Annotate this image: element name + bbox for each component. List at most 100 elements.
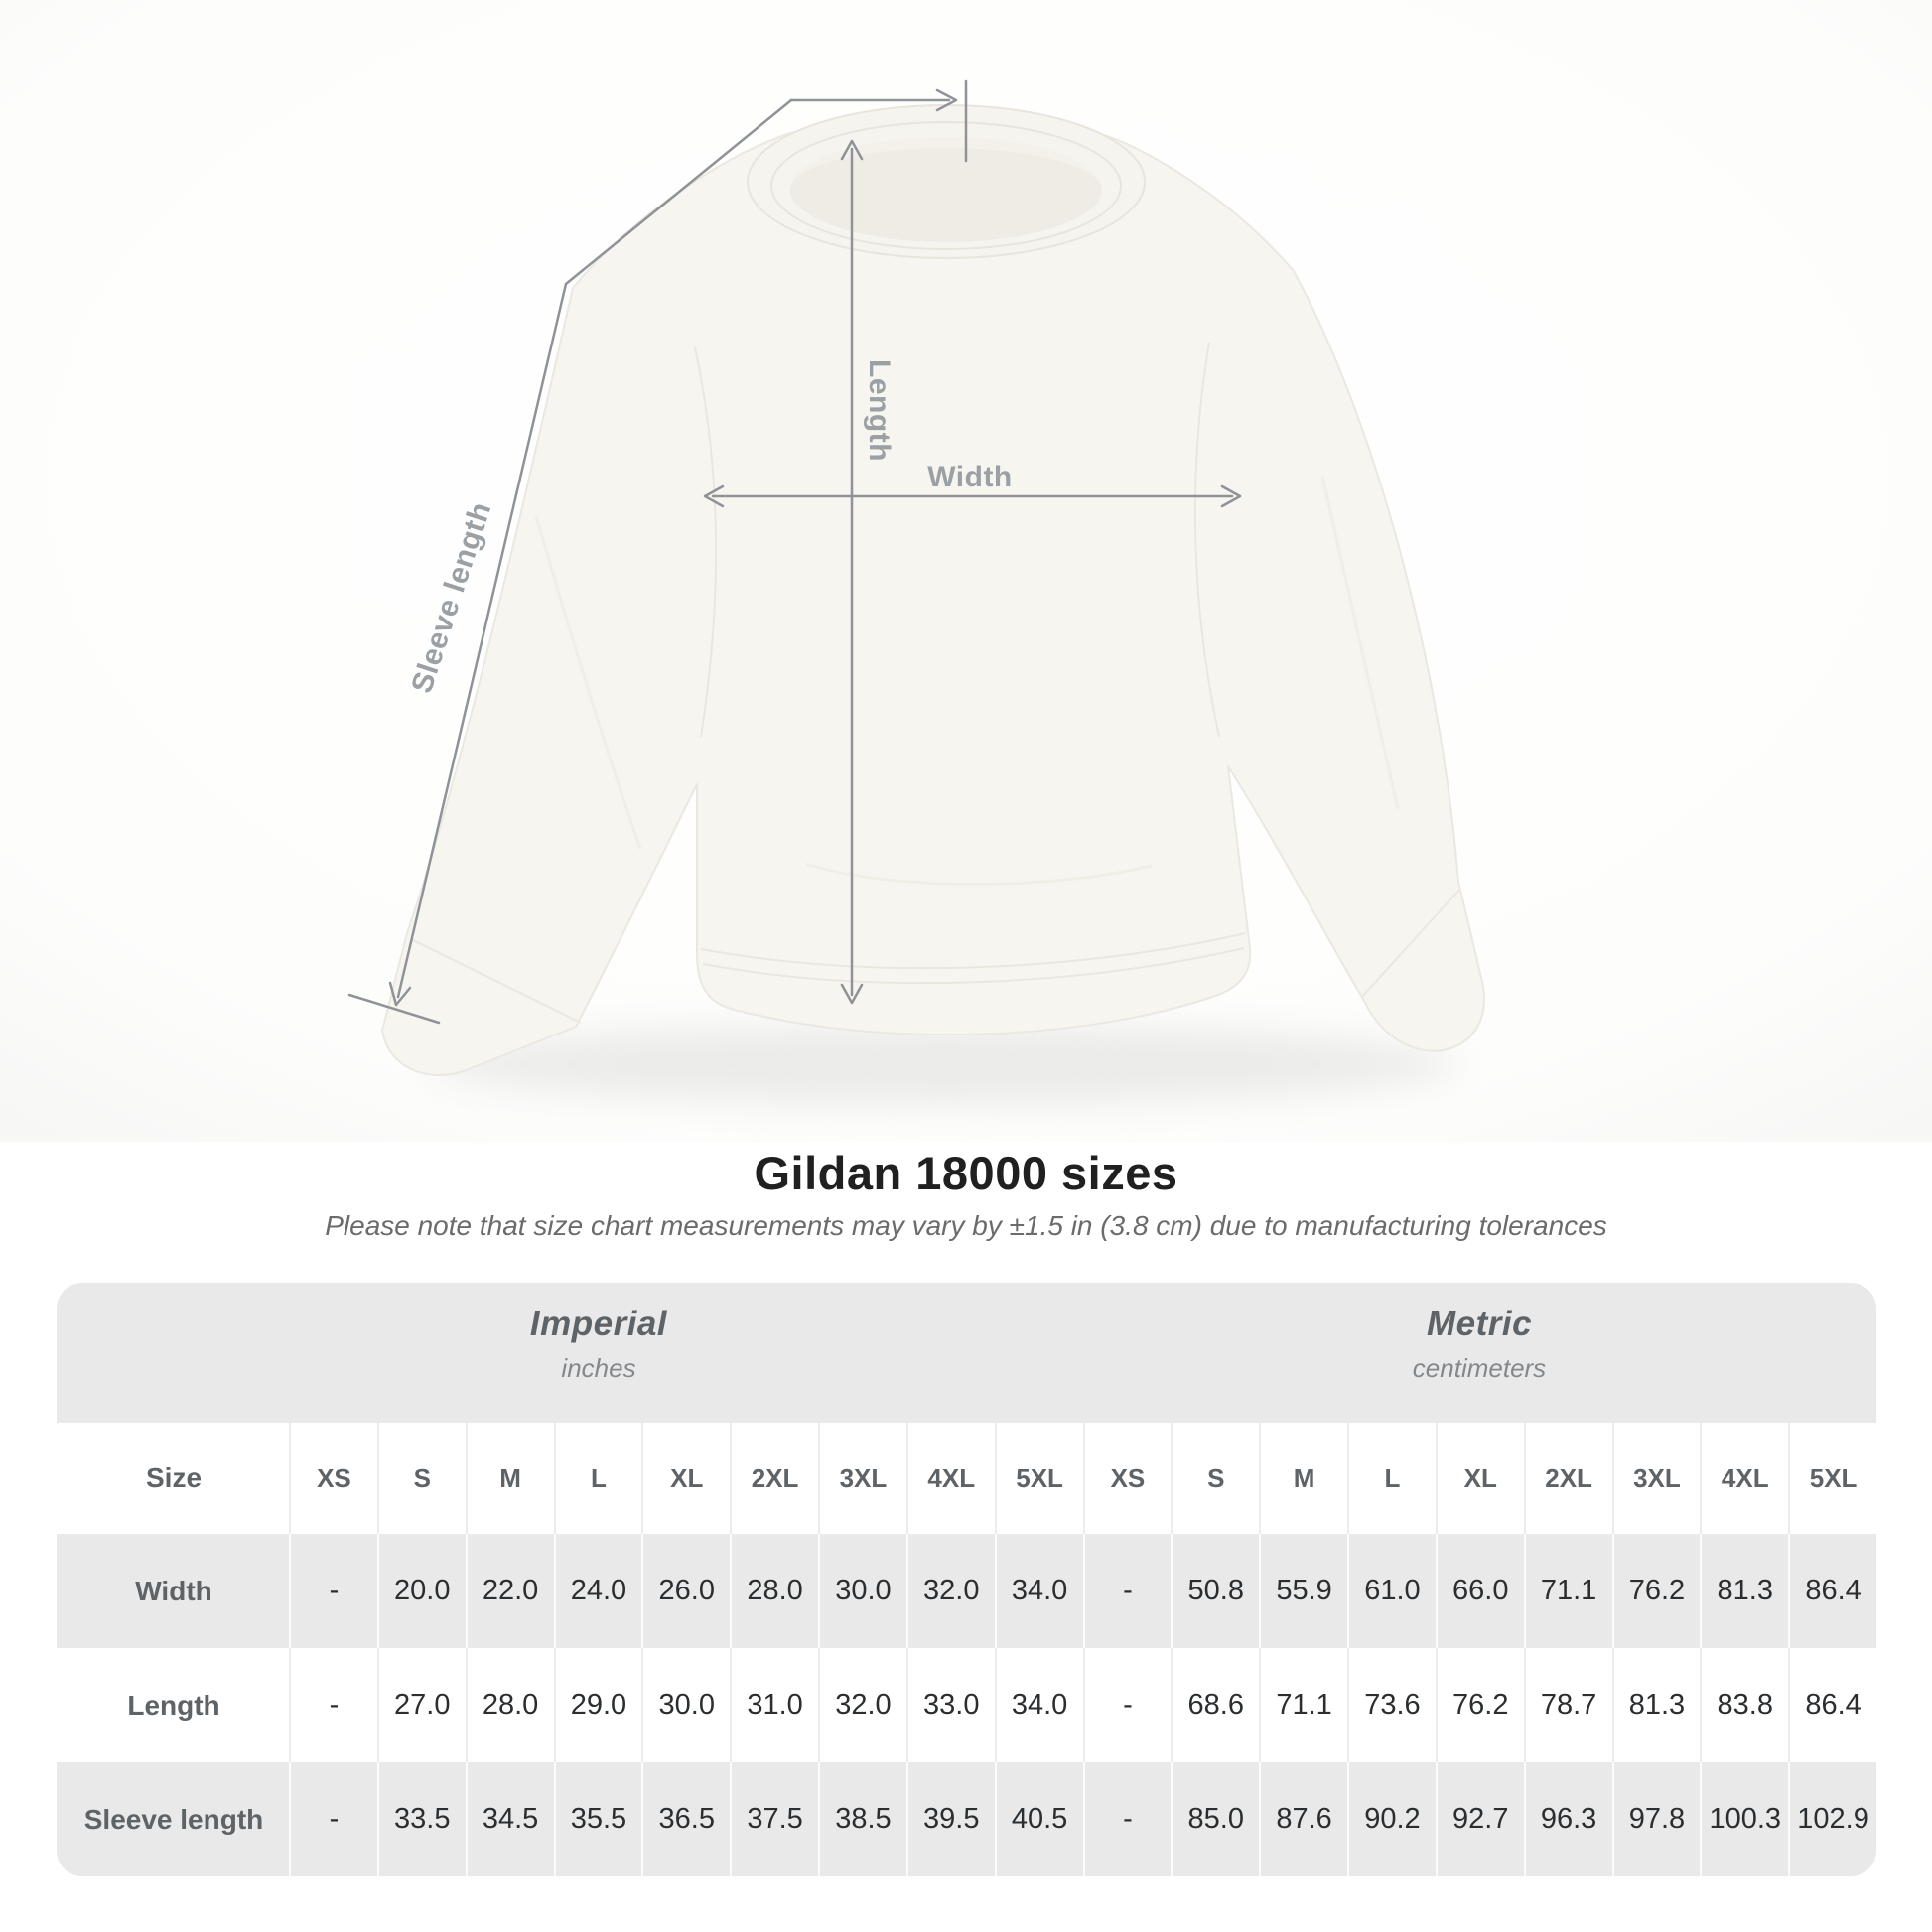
unit-header-band: Imperial inches Metric centimeters [57,1283,1876,1423]
width-dimension-line [703,484,1242,508]
garment-seams [410,342,1460,1024]
metric-label: Metric [1426,1305,1533,1343]
table-row-length: Length -27.0 28.0 29.0 30.0 31.0 32.0 33.0 34.0-… [57,1648,1876,1762]
size-header-imperial-3xl: 3XL [818,1423,906,1534]
cell-length-imperial-3xl: 32.0 [818,1648,906,1762]
size-header-metric-2xl: 2XL [1523,1423,1612,1534]
size-header-imperial-l: L [553,1423,642,1534]
cell-width-metric-l: 61.0 [1347,1534,1436,1648]
cell-length-imperial-s: 27.0 [376,1648,466,1762]
cell-sleeve-length-imperial-s: 33.5 [376,1762,466,1876]
page-title: Gildan 18000 sizes [754,1147,1178,1199]
cell-length-metric-xs: - [1082,1648,1172,1762]
cell-width-metric-xl: 66.0 [1435,1534,1524,1648]
size-header-metric-xl: XL [1435,1423,1524,1534]
cell-length-metric-m: 71.1 [1259,1648,1347,1762]
cell-width-metric-2xl: 71.1 [1523,1534,1612,1648]
table-row-width: Width -20.0 22.0 24.0 26.0 28.0 30.0 32.0 34.0-5… [57,1534,1876,1648]
size-header-metric-4xl: 4XL [1700,1423,1788,1534]
metric-sublabel: centimeters [1412,1353,1547,1383]
size-header-metric-m: M [1259,1423,1347,1534]
size-header-imperial-5xl: 5XL [994,1423,1083,1534]
cell-length-imperial-m: 28.0 [465,1648,554,1762]
cell-length-metric-xl: 76.2 [1435,1648,1524,1762]
cell-length-metric-s: 68.6 [1171,1648,1259,1762]
unit-group-imperial: Imperial inches [530,1305,667,1384]
size-header-imperial-xl: XL [641,1423,730,1534]
product-photo: Length Width Sleeve length [0,0,1932,1142]
cell-width-imperial-xs: - [289,1534,377,1648]
cell-width-imperial-5xl: 34.0 [994,1534,1083,1648]
row-label-sleeve-length: Sleeve length [83,1803,264,1835]
row-label-width: Width [135,1575,212,1606]
collar [747,104,1146,259]
size-header-imperial-2xl: 2XL [730,1423,818,1534]
imperial-sublabel: inches [561,1353,636,1383]
length-dimension-line [789,79,968,1005]
cell-width-imperial-3xl: 30.0 [818,1534,906,1648]
cell-width-imperial-m: 22.0 [465,1534,554,1648]
cell-length-imperial-5xl: 34.0 [994,1648,1083,1762]
cell-sleeve-length-metric-2xl: 96.3 [1523,1762,1612,1876]
cell-length-imperial-l: 29.0 [553,1648,642,1762]
table-header-row: Size XS S M L XL 2XL 3XL 4XL 5XL XS S M L XL 2XL 3XL 4XL 5… [57,1423,1876,1534]
cell-sleeve-length-metric-3xl: 97.8 [1611,1762,1701,1876]
cell-sleeve-length-imperial-5xl: 40.5 [994,1762,1083,1876]
cell-width-metric-s: 50.8 [1171,1534,1259,1648]
cell-length-metric-5xl: 86.4 [1788,1648,1876,1762]
size-column-header: Size [145,1462,203,1493]
size-table: Imperial inches Metric centimeters Size X… [57,1283,1876,1876]
cell-length-metric-4xl: 83.8 [1700,1648,1788,1762]
cell-width-imperial-xl: 26.0 [641,1534,730,1648]
cell-width-imperial-l: 24.0 [553,1534,642,1648]
cell-sleeve-length-imperial-xs: - [289,1762,377,1876]
size-header-imperial-xs: XS [289,1423,377,1534]
cell-length-imperial-4xl: 33.0 [905,1648,995,1762]
cell-length-metric-3xl: 81.3 [1611,1648,1701,1762]
cell-width-metric-m: 55.9 [1259,1534,1347,1648]
cell-sleeve-length-imperial-m: 34.5 [465,1762,554,1876]
size-header-imperial-m: M [465,1423,554,1534]
size-header-imperial-4xl: 4XL [905,1423,995,1534]
cell-length-imperial-xs: - [289,1648,377,1762]
cell-sleeve-length-imperial-xl: 36.5 [641,1762,730,1876]
cell-sleeve-length-metric-s: 85.0 [1171,1762,1259,1876]
cell-sleeve-length-metric-l: 90.2 [1347,1762,1436,1876]
size-header-metric-s: S [1171,1423,1259,1534]
cell-length-imperial-2xl: 31.0 [730,1648,818,1762]
page-subtitle: Please note that size chart measurements… [325,1210,1607,1241]
cell-width-imperial-2xl: 28.0 [730,1534,818,1648]
length-dimension-label: Length [863,359,896,462]
size-header-metric-xs: XS [1082,1423,1172,1534]
cell-sleeve-length-imperial-l: 35.5 [553,1762,642,1876]
cell-sleeve-length-metric-m: 87.6 [1259,1762,1347,1876]
cell-width-imperial-4xl: 32.0 [905,1534,995,1648]
cell-sleeve-length-imperial-3xl: 38.5 [818,1762,906,1876]
row-label-length: Length [127,1689,220,1721]
imperial-label: Imperial [529,1305,668,1343]
cell-sleeve-length-imperial-2xl: 37.5 [730,1762,818,1876]
sleeve-length-dimension-line [347,98,793,1025]
cell-sleeve-length-metric-5xl: 102.9 [1788,1762,1876,1876]
sweatshirt-illustration [381,104,1485,1104]
cell-width-metric-3xl: 76.2 [1611,1534,1701,1648]
cell-width-metric-xs: - [1082,1534,1172,1648]
fabric-folds [534,476,1400,886]
cell-length-metric-2xl: 78.7 [1523,1648,1612,1762]
cell-sleeve-length-metric-4xl: 100.3 [1700,1762,1788,1876]
cell-length-imperial-xl: 30.0 [641,1648,730,1762]
cell-sleeve-length-imperial-4xl: 39.5 [905,1762,995,1876]
size-header-metric-3xl: 3XL [1611,1423,1701,1534]
size-table-body: Size XS S M L XL 2XL 3XL 4XL 5XL XS S M L XL 2XL 3XL 4XL 5… [57,1423,1876,1876]
width-dimension-label: Width [927,461,1013,493]
unit-group-metric: Metric centimeters [1413,1305,1546,1384]
cell-width-imperial-s: 20.0 [376,1534,466,1648]
table-row-sleeve-length: Sleeve length -33.5 34.5 35.5 36.5 37.5 38.5 39… [57,1762,1876,1876]
cell-width-metric-4xl: 81.3 [1700,1534,1788,1648]
cell-width-metric-5xl: 86.4 [1788,1534,1876,1648]
cell-sleeve-length-metric-xl: 92.7 [1435,1762,1524,1876]
size-header-imperial-s: S [376,1423,466,1534]
size-header-metric-l: L [1347,1423,1436,1534]
size-header-metric-5xl: 5XL [1788,1423,1876,1534]
